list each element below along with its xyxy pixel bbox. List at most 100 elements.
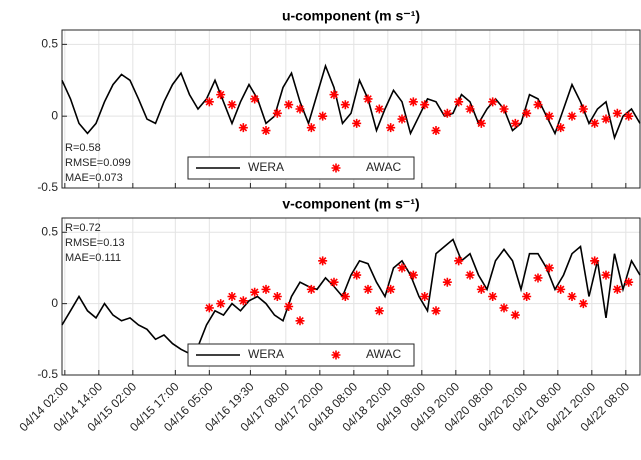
- data-point: [227, 292, 237, 301]
- y-tick-label: 0.5: [41, 224, 58, 238]
- data-point: [522, 292, 532, 301]
- annotation: R=0.58: [65, 142, 101, 154]
- data-point: [227, 100, 237, 110]
- y-tick-label: 0.5: [41, 37, 58, 51]
- data-point: [431, 126, 441, 136]
- data-point: [386, 123, 396, 133]
- axes-box: [61, 29, 641, 189]
- data-point: [295, 316, 305, 326]
- data-point: [238, 296, 248, 306]
- data-line: [61, 63, 641, 141]
- data-point: [556, 123, 566, 133]
- data-point: [204, 97, 214, 107]
- data-point: [306, 123, 316, 133]
- data-point: [352, 270, 362, 280]
- annotation: RMSE=0.13: [65, 237, 125, 249]
- data-point: [488, 97, 498, 107]
- annotation: MAE=0.111: [65, 252, 121, 264]
- annotation: MAE=0.073: [65, 172, 123, 184]
- legend-box: [187, 343, 415, 367]
- annotation: RMSE=0.099: [65, 157, 131, 169]
- data-point: [352, 118, 362, 128]
- data-point: [544, 111, 554, 121]
- data-point: [465, 270, 475, 280]
- data-point: [340, 292, 350, 301]
- data-point: [612, 108, 622, 118]
- y-tick-label: -0.5: [37, 367, 58, 381]
- data-point: [533, 100, 543, 110]
- data-point: [374, 306, 384, 316]
- data-point: [386, 284, 396, 294]
- data-point: [272, 292, 282, 301]
- data-point: [612, 284, 622, 294]
- axes-box: [61, 217, 641, 376]
- data-point: [431, 306, 441, 316]
- data-point: [363, 94, 373, 104]
- data-point: [250, 94, 260, 104]
- data-point: [442, 277, 452, 287]
- legend-label: WERA: [248, 160, 284, 174]
- data-point: [590, 118, 600, 128]
- data-point: [340, 100, 350, 110]
- data-point: [306, 284, 316, 294]
- data-point: [578, 299, 588, 309]
- data-point: [250, 287, 260, 297]
- data-point: [624, 111, 634, 121]
- data-point: [216, 299, 226, 309]
- data-point: [295, 104, 305, 114]
- data-point: [397, 263, 407, 273]
- data-point: [272, 108, 282, 118]
- data-point: [442, 108, 452, 118]
- data-point: [578, 104, 588, 114]
- marker-group: [204, 90, 634, 136]
- legend-label: WERA: [248, 347, 284, 361]
- data-point: [216, 90, 226, 100]
- chart-title: v-component (m s⁻¹): [282, 196, 419, 212]
- data-point: [454, 256, 464, 266]
- data-point: [261, 284, 271, 294]
- legend-label: AWAC: [366, 160, 401, 174]
- data-point: [556, 284, 566, 294]
- data-point: [567, 292, 577, 301]
- data-point: [567, 111, 577, 121]
- legend-box: [187, 156, 415, 180]
- data-point: [476, 284, 486, 294]
- y-tick-label: -0.5: [37, 180, 58, 194]
- chart-title: u-component (m s⁻¹): [282, 8, 420, 24]
- data-point: [238, 123, 248, 133]
- data-point: [408, 270, 418, 280]
- data-point: [397, 114, 407, 124]
- marker-group: [204, 256, 634, 326]
- data-point: [510, 310, 520, 320]
- data-point: [510, 118, 520, 128]
- annotation: R=0.72: [65, 222, 101, 234]
- data-point: [590, 256, 600, 266]
- data-point: [499, 303, 509, 313]
- data-point: [624, 277, 634, 287]
- data-point: [329, 277, 339, 287]
- data-point: [465, 104, 475, 114]
- data-point: [533, 273, 543, 283]
- legend-marker: [331, 163, 341, 173]
- data-point: [601, 270, 611, 280]
- y-tick-label: 0: [51, 296, 58, 310]
- data-point: [408, 97, 418, 107]
- data-point: [420, 292, 430, 301]
- legend-marker: [331, 350, 341, 360]
- data-point: [454, 97, 464, 107]
- data-point: [476, 118, 486, 128]
- data-point: [318, 256, 328, 266]
- data-point: [420, 100, 430, 110]
- data-point: [284, 301, 294, 311]
- data-point: [499, 104, 509, 114]
- y-tick-label: 0: [51, 108, 58, 122]
- data-point: [204, 303, 214, 313]
- data-point: [488, 292, 498, 301]
- data-point: [363, 284, 373, 294]
- data-line: [61, 238, 641, 355]
- data-point: [544, 263, 554, 273]
- data-point: [261, 126, 271, 136]
- data-point: [601, 114, 611, 124]
- data-point: [329, 90, 339, 100]
